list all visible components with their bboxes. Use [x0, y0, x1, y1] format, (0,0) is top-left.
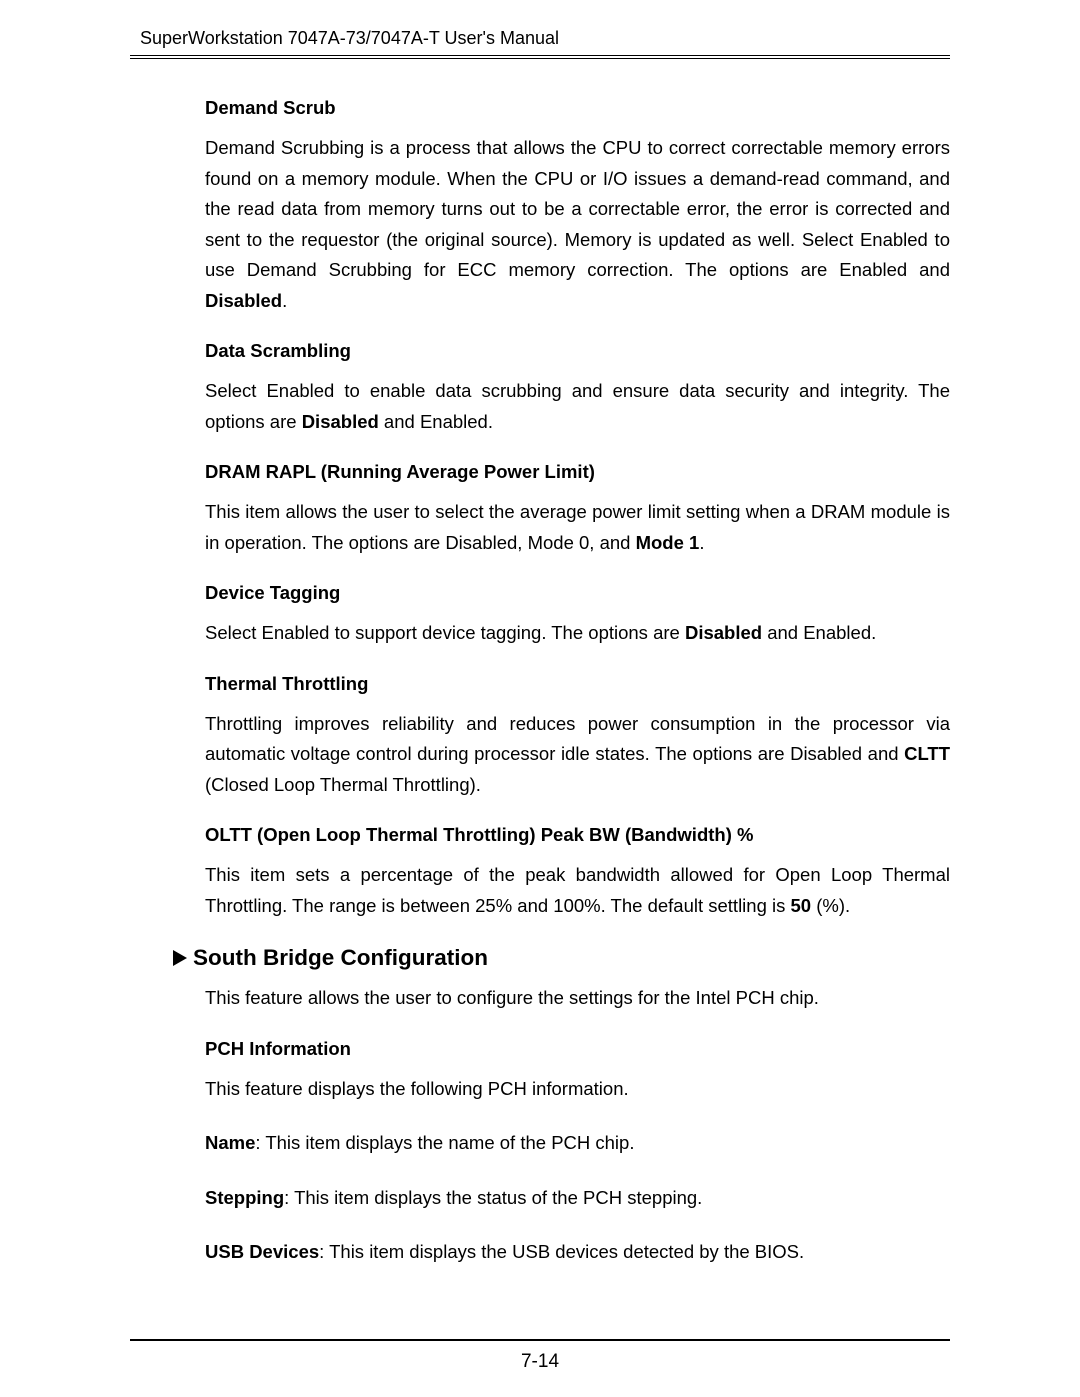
item-heading: Data Scrambling — [205, 340, 950, 362]
item-heading: OLTT (Open Loop Thermal Throttling) Peak… — [205, 824, 950, 846]
item-heading: Demand Scrub — [205, 97, 950, 119]
header-rule — [130, 55, 950, 59]
info-row: Stepping: This item displays the status … — [205, 1183, 950, 1214]
body-bold: Disabled — [685, 622, 762, 643]
item-heading: PCH Information — [205, 1038, 950, 1060]
body-post: . — [699, 532, 704, 553]
item-body: Select Enabled to enable data scrubbing … — [205, 376, 950, 437]
footer-rule — [130, 1339, 950, 1341]
section-title: South Bridge Configuration — [193, 945, 488, 971]
row-text: : This item displays the name of the PCH… — [255, 1132, 634, 1153]
item-heading: Thermal Throttling — [205, 673, 950, 695]
content-area: Demand Scrub Demand Scrubbing is a proce… — [130, 97, 950, 1268]
body-pre: Demand Scrubbing is a process that allow… — [205, 137, 950, 280]
body-bold: CLTT — [904, 743, 950, 764]
item-body: This item sets a percentage of the peak … — [205, 860, 950, 921]
row-label: Name — [205, 1132, 255, 1153]
body-bold: Disabled — [205, 290, 282, 311]
body-post: (Closed Loop Thermal Throttling). — [205, 774, 481, 795]
body-post: and Enabled. — [379, 411, 493, 432]
header-title: SuperWorkstation 7047A-73/7047A-T User's… — [130, 28, 950, 49]
body-post: and Enabled. — [762, 622, 876, 643]
section-intro: This feature allows the user to configur… — [205, 983, 950, 1014]
page-number: 7-14 — [0, 1351, 1080, 1373]
body-pre: Select Enabled to support device tagging… — [205, 622, 685, 643]
item-body: This item allows the user to select the … — [205, 497, 950, 558]
info-row: Name: This item displays the name of the… — [205, 1128, 950, 1159]
row-label: USB Devices — [205, 1241, 319, 1262]
row-label: Stepping — [205, 1187, 284, 1208]
page: SuperWorkstation 7047A-73/7047A-T User's… — [0, 0, 1080, 1268]
body-post: (%). — [811, 895, 850, 916]
body-bold: Mode 1 — [636, 532, 700, 553]
body-bold: 50 — [791, 895, 812, 916]
info-row: USB Devices: This item displays the USB … — [205, 1237, 950, 1268]
body-post: . — [282, 290, 287, 311]
section-heading-south-bridge: South Bridge Configuration — [173, 945, 950, 971]
item-body: Throttling improves reliability and redu… — [205, 709, 950, 801]
row-text: : This item displays the status of the P… — [284, 1187, 702, 1208]
row-text: : This item displays the USB devices det… — [319, 1241, 804, 1262]
item-body: This feature displays the following PCH … — [205, 1074, 950, 1105]
body-pre: This item allows the user to select the … — [205, 501, 950, 553]
item-heading: Device Tagging — [205, 582, 950, 604]
item-body: Select Enabled to support device tagging… — [205, 618, 950, 649]
item-heading: DRAM RAPL (Running Average Power Limit) — [205, 461, 950, 483]
body-bold: Disabled — [302, 411, 379, 432]
triangle-icon — [173, 950, 187, 966]
body-pre: Throttling improves reliability and redu… — [205, 713, 950, 765]
item-body: Demand Scrubbing is a process that allow… — [205, 133, 950, 316]
